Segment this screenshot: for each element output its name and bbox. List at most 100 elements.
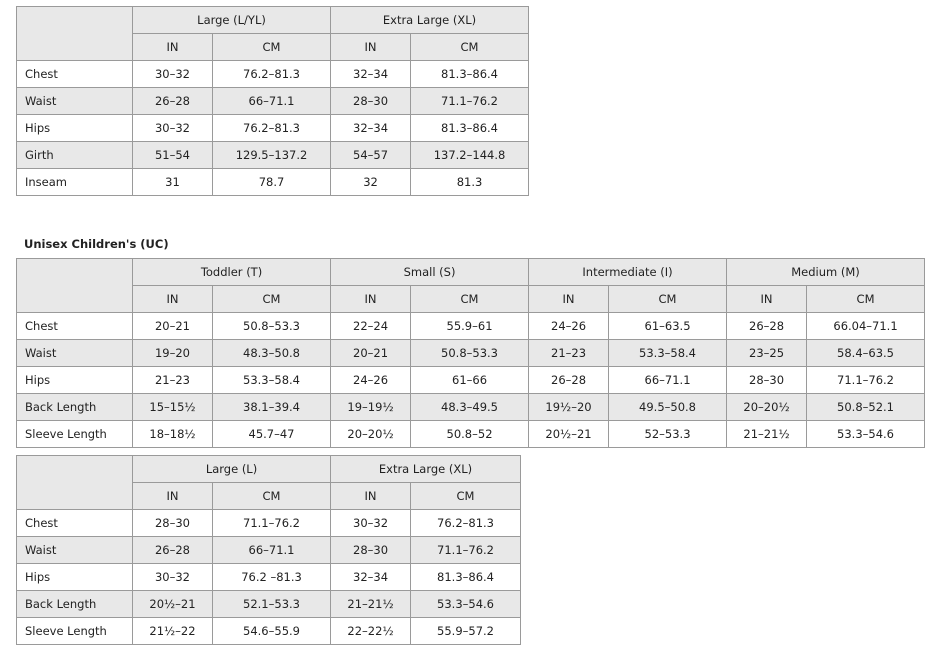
section-title: Unisex Children's (UC) [24,237,169,251]
measurement-value: 50.8–53.3 [410,339,530,367]
measurement-value: 53.3–58.4 [608,339,728,367]
table-row: Chest 30–32 76.2–81.3 32–34 81.3–86.4 [16,60,530,88]
header-corner [16,455,133,510]
measurement-label: Sleeve Length [16,617,133,645]
measurement-value: 66–71.1 [211,87,332,115]
size-group-header: Medium (M) [726,258,926,286]
measurement-label: Chest [16,509,133,537]
measurement-value: 81.3 [410,168,530,196]
measurement-value: 51–54 [132,141,213,169]
unit-header-in: IN [132,285,213,313]
measurement-value: 22–22½ [330,617,412,645]
measurement-value: 52.1–53.3 [211,590,332,618]
measurement-label: Chest [16,60,133,88]
measurement-label: Inseam [16,168,133,196]
measurement-value: 21–21½ [330,590,412,618]
measurement-value: 49.5–50.8 [608,393,728,421]
unit-header-cm: CM [410,285,530,313]
table-row: Back Length 20½–21 52.1–53.3 21–21½ 53.3–54.… [16,590,522,618]
measurement-label: Chest [16,312,133,340]
measurement-value: 81.3–86.4 [410,563,522,591]
measurement-value: 20½–21 [132,590,213,618]
adult-size-table: Large (L/YL) Extra Large (XL) IN CM IN CM Ches… [16,6,530,196]
size-group-row: Toddler (T) Small (S) Intermediate (I) Medi… [16,258,926,313]
table-row: Chest 28–30 71.1–76.2 30–32 76.2–81.3 [16,509,522,537]
unit-header-cm: CM [806,285,926,313]
measurement-value: 76.2 –81.3 [211,563,332,591]
unit-header-in: IN [528,285,610,313]
unit-header-in: IN [726,285,808,313]
unit-header-cm: CM [410,33,530,61]
measurement-label: Back Length [16,393,133,421]
unit-header-cm: CM [211,285,332,313]
measurement-value: 32 [330,168,412,196]
size-group-header: Extra Large (XL) [330,455,522,483]
unit-header-in: IN [132,33,213,61]
children-size-table-1: Toddler (T) Small (S) Intermediate (I) Medi… [16,258,926,448]
measurement-value: 26–28 [726,312,808,340]
measurement-value: 81.3–86.4 [410,114,530,142]
measurement-value: 71.1–76.2 [410,536,522,564]
table-row: Sleeve Length 18–18½ 45.7–47 20–20½ 50.8–52 2… [16,420,926,448]
unit-header-cm: CM [211,33,332,61]
measurement-value: 20–21 [330,339,412,367]
measurement-value: 129.5–137.2 [211,141,332,169]
table-header: Large (L/YL) Extra Large (XL) IN CM IN CM [16,6,530,61]
size-group-header: Intermediate (I) [528,258,728,286]
measurement-value: 50.8–52 [410,420,530,448]
measurement-value: 66.04–71.1 [806,312,926,340]
measurement-value: 30–32 [132,114,213,142]
table-row: Waist 19–20 48.3–50.8 20–21 50.8–53.3 21–23 53… [16,339,926,367]
measurement-value: 19–20 [132,339,213,367]
header-corner [16,258,133,313]
size-group-header: Toddler (T) [131,258,332,286]
measurement-value: 20–20½ [726,393,808,421]
measurement-value: 76.2–81.3 [410,509,522,537]
table-row: Hips 30–32 76.2–81.3 32–34 81.3–86.4 [16,114,530,142]
measurement-value: 21–23 [132,366,213,394]
measurement-value: 53.3–54.6 [410,590,522,618]
measurement-value: 53.3–54.6 [806,420,926,448]
measurement-value: 28–30 [132,509,213,537]
measurement-value: 30–32 [132,60,213,88]
measurement-value: 53.3–58.4 [211,366,332,394]
measurement-value: 26–28 [132,87,213,115]
measurement-value: 81.3–86.4 [410,60,530,88]
measurement-label: Girth [16,141,133,169]
measurement-value: 20½–21 [528,420,610,448]
table-header: Toddler (T) Small (S) Intermediate (I) Medi… [16,258,926,313]
measurement-value: 50.8–53.3 [211,312,332,340]
unit-header-in: IN [132,482,213,510]
measurement-value: 30–32 [132,563,213,591]
unit-header-in: IN [330,285,412,313]
size-group-row: Large (L) Extra Large (XL) [16,455,522,510]
table-body: Chest 28–30 71.1–76.2 30–32 76.2–81.3 Waist 26… [16,509,522,645]
children-size-table-2: Large (L) Extra Large (XL) IN CM IN CM Chest 28… [16,455,522,645]
measurement-value: 28–30 [330,87,412,115]
table-header: Large (L) Extra Large (XL) IN CM IN CM [16,455,522,510]
table-body: Chest 30–32 76.2–81.3 32–34 81.3–86.4 Waist 26… [16,60,530,196]
measurement-value: 54–57 [330,141,412,169]
unit-row: IN CM IN CM [17,33,530,61]
measurement-value: 21½–22 [132,617,213,645]
measurement-value: 23–25 [726,339,808,367]
measurement-value: 76.2–81.3 [211,60,332,88]
measurement-value: 19½–20 [528,393,610,421]
size-group-header: Large (L) [131,455,332,483]
measurement-value: 52–53.3 [608,420,728,448]
table-row: Waist 26–28 66–71.1 28–30 71.1–76.2 [16,536,522,564]
measurement-value: 15–15½ [132,393,213,421]
measurement-label: Waist [16,87,133,115]
table-row: Waist 26–28 66–71.1 28–30 71.1–76.2 [16,87,530,115]
measurement-value: 24–26 [330,366,412,394]
measurement-value: 28–30 [330,536,412,564]
measurement-value: 28–30 [726,366,808,394]
table-row: Sleeve Length 21½–22 54.6–55.9 22–22½ 55.9–5… [16,617,522,645]
size-group-header: Extra Large (XL) [330,6,530,34]
table-body: Chest 20–21 50.8–53.3 22–24 55.9–61 24–26 61–6… [16,312,926,448]
measurement-value: 32–34 [330,114,412,142]
measurement-value: 50.8–52.1 [806,393,926,421]
measurement-label: Sleeve Length [16,420,133,448]
table-row: Girth 51–54 129.5–137.2 54–57 137.2–144.8 [16,141,530,169]
measurement-value: 66–71.1 [608,366,728,394]
